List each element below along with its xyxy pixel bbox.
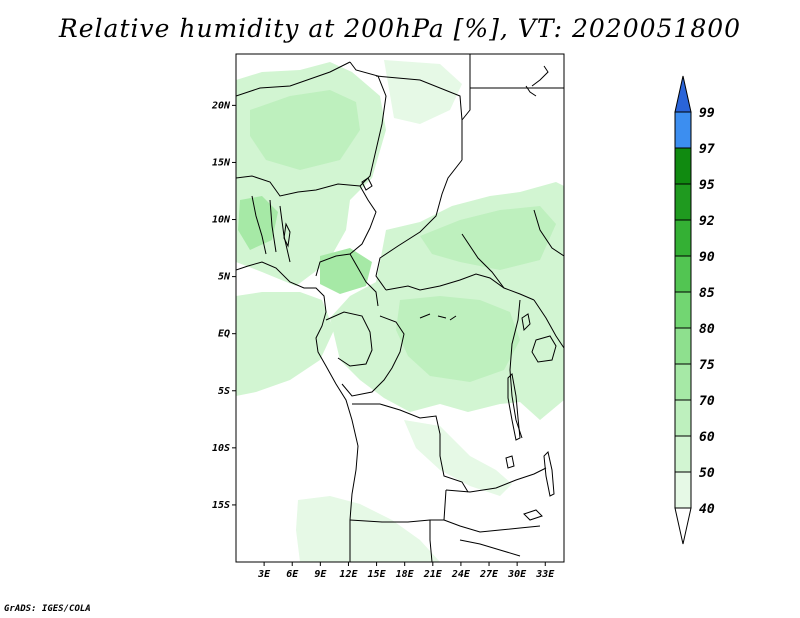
border-ethiopia bbox=[533, 209, 564, 257]
lon-tick-label: 15E bbox=[368, 569, 387, 580]
lake-chad bbox=[361, 177, 373, 191]
lat-tick-label: 20N bbox=[211, 100, 231, 111]
colorbar-box bbox=[674, 183, 692, 221]
border-gabon-congo bbox=[325, 311, 373, 367]
border-nigeria-niger bbox=[315, 185, 377, 277]
lake-victoria bbox=[531, 335, 557, 363]
colorbar-box bbox=[674, 399, 692, 437]
colorbar-bottom-arrow bbox=[674, 507, 692, 545]
colorbar-box bbox=[674, 327, 692, 365]
border-car bbox=[385, 273, 535, 301]
lake-kariba bbox=[523, 509, 543, 521]
red-sea-coast bbox=[531, 65, 549, 87]
border-niger-chad-libya bbox=[375, 75, 463, 160]
lat-tick-label: 15N bbox=[212, 157, 231, 168]
lake-albert bbox=[521, 313, 531, 332]
colorbar-level-label: 60 bbox=[699, 430, 715, 445]
colorbar-level-label: 40 bbox=[699, 502, 715, 517]
colorbar-level-label: 75 bbox=[699, 358, 715, 373]
colorbar-boxes bbox=[674, 75, 692, 545]
colorbar-box bbox=[674, 111, 692, 149]
lake-malawi bbox=[543, 451, 555, 497]
colorbar-box bbox=[674, 147, 692, 185]
humidity-area-gulf bbox=[236, 292, 334, 396]
border-nigeria-cameroon bbox=[349, 253, 379, 307]
colorbar-box bbox=[674, 255, 692, 293]
border-angola-south bbox=[349, 489, 447, 523]
border-zambia-south bbox=[443, 519, 541, 533]
colorbar-level-label: 50 bbox=[699, 466, 715, 481]
humidity-area-congo-core bbox=[396, 296, 520, 382]
lakes bbox=[283, 65, 557, 521]
colorbar-top-arrow bbox=[674, 75, 692, 113]
river-bits-congo bbox=[419, 313, 457, 321]
grads-credit: GrADS: IGES/COLA bbox=[4, 604, 91, 614]
lat-tick-label: 15S bbox=[212, 500, 230, 511]
humidity-area-angola bbox=[404, 420, 512, 496]
lon-tick-label: 12E bbox=[339, 569, 358, 580]
colorbar-level-label: 95 bbox=[699, 178, 715, 193]
colorbar: 40 50 60 70 75 80 85 90 92 95 97 99 bbox=[674, 75, 715, 545]
lake-tanganyika bbox=[507, 372, 521, 441]
border-congo-drc bbox=[341, 315, 405, 397]
border-south-sudan bbox=[461, 233, 505, 289]
lon-tick-label: 6E bbox=[286, 569, 299, 580]
lake-mweru bbox=[505, 455, 515, 469]
border-east-africa bbox=[533, 299, 564, 349]
lon-tick-label: 27E bbox=[479, 569, 499, 580]
colorbar-level-label: 70 bbox=[699, 394, 715, 409]
lon-tick-label: 9E bbox=[314, 569, 327, 580]
colorbar-level-label: 85 bbox=[699, 286, 715, 301]
humidity-area-sahel-east-core bbox=[420, 206, 556, 270]
sinai-coast bbox=[525, 85, 537, 97]
border-chad-sudan bbox=[375, 159, 463, 291]
border-drc-east bbox=[509, 299, 523, 439]
humidity-area-cameroon-core bbox=[320, 248, 372, 294]
border-angola-north bbox=[352, 403, 469, 493]
lat-tick-label: EQ bbox=[218, 329, 230, 340]
colorbar-box bbox=[674, 363, 692, 401]
lon-tick-label: 33E bbox=[535, 569, 555, 580]
border-mali-south bbox=[236, 175, 361, 197]
colorbar-level-label: 97 bbox=[699, 142, 715, 157]
border-mauritania-mali bbox=[236, 61, 351, 97]
border-namibia-botswana bbox=[429, 520, 521, 562]
coastline-west-africa bbox=[236, 261, 359, 562]
lon-tick-label: 21E bbox=[423, 569, 443, 580]
colorbar-box bbox=[674, 435, 692, 473]
colorbar-box bbox=[674, 471, 692, 509]
border-mali-niger bbox=[349, 61, 387, 187]
colorbar-box bbox=[674, 219, 692, 257]
longitude-axis: 3E 6E 9E 12E 15E 18E 21E 24E 27E 30E 33E bbox=[257, 562, 555, 580]
lon-tick-label: 18E bbox=[396, 569, 415, 580]
humidity-area-sahara-north bbox=[384, 60, 462, 124]
lon-tick-label: 3E bbox=[257, 569, 271, 580]
border-egypt-libya bbox=[461, 54, 471, 121]
lat-tick-label: 10S bbox=[212, 443, 230, 454]
colorbar-level-label: 90 bbox=[699, 250, 715, 265]
lon-tick-label: 24E bbox=[451, 569, 471, 580]
map-title: Relative humidity at 200hPa [%], VT: 202… bbox=[58, 14, 742, 43]
border-zambia bbox=[445, 467, 547, 493]
country-borders bbox=[236, 54, 564, 562]
lat-tick-label: 10N bbox=[212, 215, 231, 226]
lon-tick-label: 30E bbox=[507, 569, 527, 580]
humidity-area-south bbox=[296, 496, 440, 562]
lat-tick-label: 5S bbox=[218, 386, 230, 397]
lake-volta bbox=[283, 222, 291, 248]
colorbar-level-label: 80 bbox=[699, 322, 715, 337]
colorbar-labels: 40 50 60 70 75 80 85 90 92 95 97 99 bbox=[699, 106, 715, 517]
colorbar-level-label: 92 bbox=[699, 214, 715, 229]
humidity-shading bbox=[236, 60, 564, 562]
humidity-area-sahel-west-core bbox=[250, 90, 360, 170]
latitude-axis: 20N 15N 10N 5N EQ 5S 10S 15S bbox=[211, 100, 236, 511]
colorbar-level-label: 99 bbox=[699, 106, 715, 121]
lat-tick-label: 5N bbox=[218, 272, 231, 283]
map-frame bbox=[235, 53, 565, 563]
colorbar-box bbox=[674, 291, 692, 329]
